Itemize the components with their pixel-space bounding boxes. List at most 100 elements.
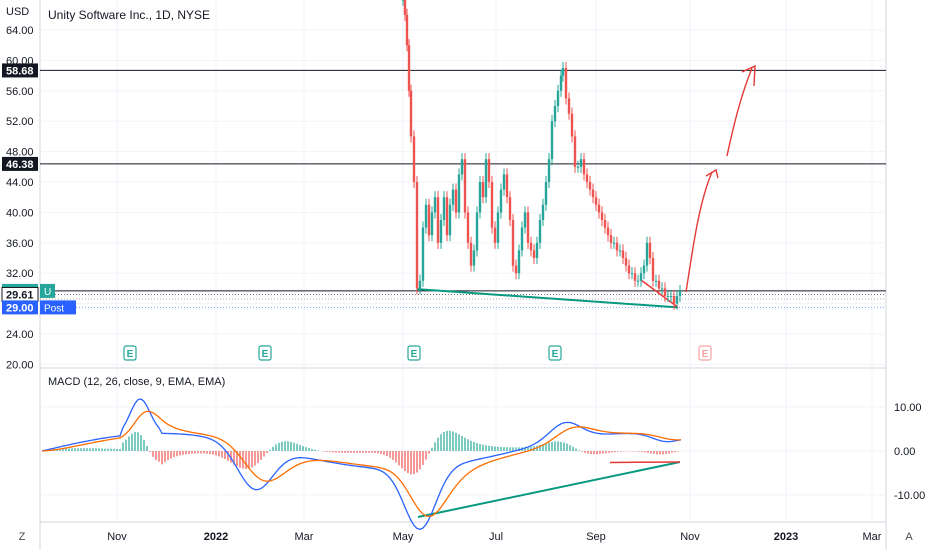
candle-body <box>422 228 424 281</box>
candle-body <box>607 228 609 236</box>
time-tick-label: May <box>393 531 414 543</box>
price-badge-label: 46.38 <box>6 159 34 171</box>
macd-histogram-bar <box>599 451 601 454</box>
candle-body <box>482 182 484 197</box>
candle-body <box>479 182 481 212</box>
candle-body <box>527 212 529 242</box>
candle-body <box>551 121 553 159</box>
macd-histogram-bar <box>446 431 448 451</box>
macd-histogram-bar <box>155 451 157 460</box>
macd-histogram-bar <box>158 451 160 462</box>
price-levels <box>40 70 886 307</box>
macd-histogram-bar <box>353 451 355 453</box>
macd-histogram-bar <box>362 451 364 453</box>
candle-body <box>521 228 523 251</box>
macd-histogram-bar <box>473 442 475 451</box>
macd-histogram-bar <box>470 441 472 451</box>
macd-histogram-bar <box>386 451 388 456</box>
macd-histogram-bar <box>392 451 394 460</box>
macd-histogram-bar <box>317 450 319 451</box>
candle-body <box>494 228 496 243</box>
candle-body <box>542 205 544 220</box>
macd-histogram-bar <box>74 448 76 451</box>
candle-body <box>491 182 493 228</box>
macd-histogram-bar <box>452 432 454 451</box>
macd-histogram-bar <box>548 443 550 451</box>
macd-histogram-bar <box>206 451 208 454</box>
macd-histogram-bar <box>254 451 256 466</box>
macd-histogram-bar <box>464 438 466 451</box>
candle-body <box>488 159 490 182</box>
candle-body <box>595 197 597 205</box>
macd-histogram-bar <box>113 449 115 451</box>
price-badge-tag-label: Post <box>44 303 64 314</box>
macd-histogram-bar <box>146 446 148 451</box>
candle-body <box>530 243 532 251</box>
candle-body <box>410 91 412 137</box>
macd-histogram-bar <box>110 449 112 451</box>
macd-histogram-bar <box>335 451 337 453</box>
forecast-arrow-stroke-2 <box>727 68 752 156</box>
macd-histogram-bar <box>302 446 304 451</box>
price-tick-label: 36.00 <box>6 238 34 250</box>
macd-histogram-bar <box>671 451 673 453</box>
auto-scale-button[interactable]: A <box>900 528 918 546</box>
candle-body <box>613 243 615 244</box>
candle-body <box>586 174 588 182</box>
macd-histogram-bar <box>194 451 196 453</box>
annotations <box>686 66 755 292</box>
candle-body <box>658 281 660 289</box>
candle-body <box>533 250 535 258</box>
candle-body <box>664 288 666 296</box>
macd-histogram-bar <box>365 451 367 453</box>
macd-histogram-bar <box>503 447 505 451</box>
macd-histogram-bar <box>182 451 184 455</box>
macd-histogram-bar <box>638 451 640 452</box>
candle-body <box>667 296 669 297</box>
macd-histogram-bar <box>620 451 622 452</box>
macd-histogram-bar <box>137 432 139 451</box>
macd-histogram-bar <box>428 451 430 454</box>
macd-histogram-bar <box>641 451 643 452</box>
macd-histogram-bar <box>650 451 652 453</box>
macd-histogram-bar <box>329 451 331 452</box>
candle-body <box>610 235 612 243</box>
macd-histogram-bar <box>308 448 310 451</box>
zoom-left-button[interactable]: Z <box>13 528 31 546</box>
macd-histogram-bar <box>560 442 562 451</box>
earnings-marker-label: E <box>127 349 134 360</box>
macd-histogram-bar <box>575 449 577 451</box>
price-tick-label: 52.00 <box>6 116 34 128</box>
price-tick-label: 48.00 <box>6 147 34 159</box>
macd-histogram-bar <box>488 446 490 451</box>
macd-histogram-bar <box>458 434 460 451</box>
earnings-marker-label: E <box>552 349 559 360</box>
macd-trend-line <box>418 462 680 517</box>
macd-histogram-bar <box>326 451 328 452</box>
macd-histogram-bar <box>314 450 316 451</box>
macd-histogram-bar <box>80 448 82 451</box>
macd-histogram-bar <box>467 439 469 451</box>
macd-histogram-bar <box>104 449 106 451</box>
macd-histogram-bar <box>455 433 457 451</box>
macd-histogram-bar <box>596 451 598 454</box>
candle-body <box>473 250 475 265</box>
macd-histogram-bar <box>368 451 370 453</box>
time-tick-label: 2023 <box>774 531 798 543</box>
macd-histogram-bar <box>404 451 406 471</box>
candle-body <box>500 190 502 213</box>
candle-body <box>440 220 442 243</box>
macd-histogram-bar <box>107 449 109 451</box>
candle-body <box>545 182 547 205</box>
candle-body <box>452 190 454 205</box>
candle-body <box>506 174 508 197</box>
earnings-marker-label: E <box>702 349 709 360</box>
macd-histogram-bar <box>419 451 421 469</box>
candle-body <box>548 159 550 182</box>
macd-histogram-bar <box>122 442 124 451</box>
price-tick-label: 20.00 <box>6 359 34 371</box>
earnings-marker-label: E <box>262 349 269 360</box>
macd-histogram-bar <box>83 448 85 451</box>
macd-histogram-bar <box>431 448 433 451</box>
